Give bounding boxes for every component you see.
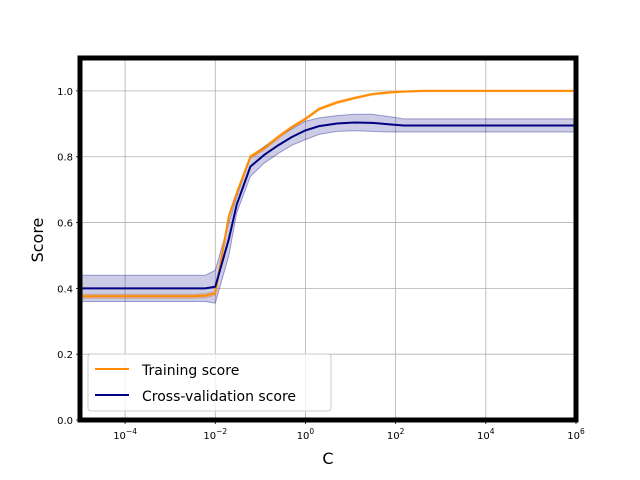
y-tick-label: 1.0 [57,87,73,98]
y-tick-label: 0.4 [57,284,73,295]
line-cross-validation-score [80,121,576,290]
x-tick-label: 106 [567,427,585,442]
y-tick-label: 0.2 [57,350,73,361]
legend-label-cross-validation: Cross-validation score [142,389,296,405]
x-axis-label: C [322,449,333,468]
legend-label-training: Training score [141,363,239,379]
x-tick-label: 104 [477,427,495,442]
x-tick-label: 10−4 [113,427,137,442]
line-training-score [80,89,576,298]
legend: Training score Cross-validation score [87,353,332,412]
x-tick-label: 10−2 [203,427,227,442]
y-tick-label: 0.8 [57,153,73,164]
plot-frame [77,55,579,423]
x-tick-label: 100 [297,427,315,442]
y-tick-label: 0.0 [57,416,73,427]
axis-ticks: 10−4 10−2 100 102 104 106 0.0 0.2 0.4 0.6 0.8 1.0 [57,87,585,442]
legend-box [87,353,332,412]
x-tick-label: 102 [387,427,405,442]
y-tick-label: 0.6 [57,219,73,230]
y-axis-label: Score [28,218,47,263]
series-lines [80,89,576,298]
